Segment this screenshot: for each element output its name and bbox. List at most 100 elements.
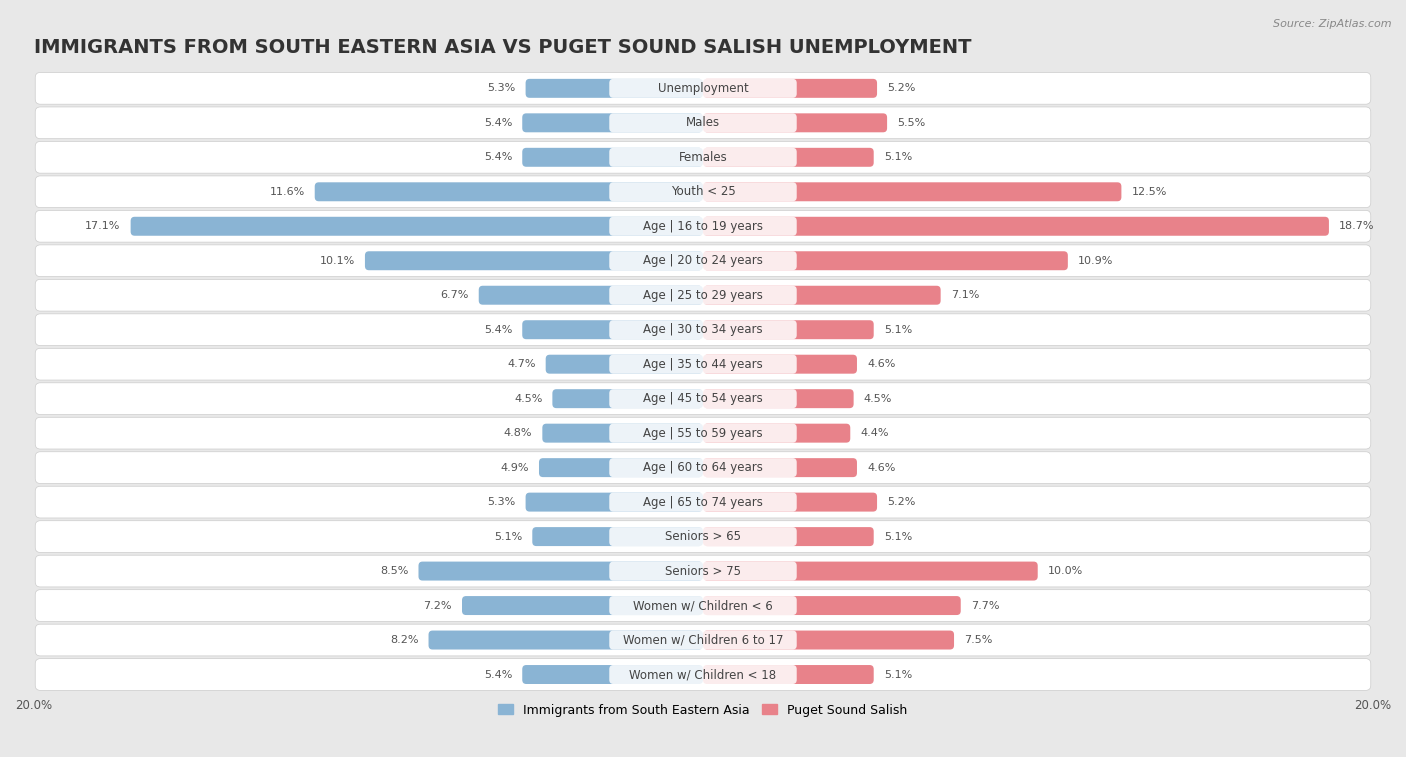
FancyBboxPatch shape [609, 114, 797, 132]
FancyBboxPatch shape [703, 251, 1067, 270]
Text: Age | 25 to 29 years: Age | 25 to 29 years [643, 288, 763, 302]
Text: Age | 65 to 74 years: Age | 65 to 74 years [643, 496, 763, 509]
FancyBboxPatch shape [703, 389, 853, 408]
Text: 4.5%: 4.5% [515, 394, 543, 403]
FancyBboxPatch shape [609, 355, 797, 374]
FancyBboxPatch shape [366, 251, 703, 270]
FancyBboxPatch shape [703, 355, 858, 374]
FancyBboxPatch shape [35, 625, 1371, 656]
Text: 4.9%: 4.9% [501, 463, 529, 472]
FancyBboxPatch shape [703, 631, 955, 650]
FancyBboxPatch shape [703, 217, 1329, 235]
Text: Age | 20 to 24 years: Age | 20 to 24 years [643, 254, 763, 267]
FancyBboxPatch shape [609, 182, 797, 201]
FancyBboxPatch shape [35, 452, 1371, 484]
Text: 10.1%: 10.1% [319, 256, 354, 266]
FancyBboxPatch shape [35, 555, 1371, 587]
FancyBboxPatch shape [609, 458, 797, 477]
FancyBboxPatch shape [703, 79, 877, 98]
Text: 5.5%: 5.5% [897, 118, 925, 128]
Text: Males: Males [686, 117, 720, 129]
Legend: Immigrants from South Eastern Asia, Puget Sound Salish: Immigrants from South Eastern Asia, Puge… [494, 699, 912, 721]
Text: Females: Females [679, 151, 727, 164]
FancyBboxPatch shape [533, 527, 703, 546]
Text: 10.9%: 10.9% [1078, 256, 1114, 266]
FancyBboxPatch shape [609, 562, 797, 581]
FancyBboxPatch shape [419, 562, 703, 581]
Text: Unemployment: Unemployment [658, 82, 748, 95]
Text: Women w/ Children 6 to 17: Women w/ Children 6 to 17 [623, 634, 783, 646]
FancyBboxPatch shape [35, 417, 1371, 449]
FancyBboxPatch shape [35, 348, 1371, 380]
FancyBboxPatch shape [35, 107, 1371, 139]
Text: Age | 55 to 59 years: Age | 55 to 59 years [643, 427, 763, 440]
Text: Age | 35 to 44 years: Age | 35 to 44 years [643, 358, 763, 371]
Text: 5.4%: 5.4% [484, 118, 512, 128]
FancyBboxPatch shape [131, 217, 703, 235]
Text: 4.4%: 4.4% [860, 428, 889, 438]
FancyBboxPatch shape [35, 521, 1371, 553]
FancyBboxPatch shape [35, 279, 1371, 311]
Text: 4.5%: 4.5% [863, 394, 891, 403]
Text: Women w/ Children < 6: Women w/ Children < 6 [633, 599, 773, 612]
FancyBboxPatch shape [609, 217, 797, 235]
Text: 5.1%: 5.1% [494, 531, 522, 541]
Text: IMMIGRANTS FROM SOUTH EASTERN ASIA VS PUGET SOUND SALISH UNEMPLOYMENT: IMMIGRANTS FROM SOUTH EASTERN ASIA VS PU… [34, 38, 972, 57]
FancyBboxPatch shape [609, 148, 797, 167]
Text: Women w/ Children < 18: Women w/ Children < 18 [630, 668, 776, 681]
FancyBboxPatch shape [35, 314, 1371, 345]
FancyBboxPatch shape [35, 210, 1371, 242]
FancyBboxPatch shape [35, 142, 1371, 173]
Text: 10.0%: 10.0% [1047, 566, 1083, 576]
FancyBboxPatch shape [609, 493, 797, 512]
FancyBboxPatch shape [703, 320, 873, 339]
FancyBboxPatch shape [609, 251, 797, 270]
Text: Seniors > 65: Seniors > 65 [665, 530, 741, 543]
Text: 5.1%: 5.1% [884, 531, 912, 541]
Text: 17.1%: 17.1% [86, 221, 121, 232]
Text: Age | 45 to 54 years: Age | 45 to 54 years [643, 392, 763, 405]
Text: 5.1%: 5.1% [884, 152, 912, 162]
Text: Age | 60 to 64 years: Age | 60 to 64 years [643, 461, 763, 474]
FancyBboxPatch shape [522, 665, 703, 684]
FancyBboxPatch shape [609, 424, 797, 443]
FancyBboxPatch shape [609, 665, 797, 684]
Text: 5.4%: 5.4% [484, 325, 512, 335]
Text: 5.1%: 5.1% [884, 325, 912, 335]
Text: 8.2%: 8.2% [389, 635, 419, 645]
FancyBboxPatch shape [609, 285, 797, 305]
FancyBboxPatch shape [609, 596, 797, 615]
Text: 11.6%: 11.6% [270, 187, 305, 197]
FancyBboxPatch shape [546, 355, 703, 374]
FancyBboxPatch shape [526, 493, 703, 512]
FancyBboxPatch shape [35, 176, 1371, 207]
FancyBboxPatch shape [703, 596, 960, 615]
FancyBboxPatch shape [522, 114, 703, 132]
Text: 5.3%: 5.3% [488, 497, 516, 507]
Text: 6.7%: 6.7% [440, 290, 468, 301]
Text: 5.1%: 5.1% [884, 669, 912, 680]
FancyBboxPatch shape [35, 245, 1371, 276]
Text: 7.1%: 7.1% [950, 290, 979, 301]
Text: 4.8%: 4.8% [503, 428, 533, 438]
FancyBboxPatch shape [609, 631, 797, 650]
Text: 5.2%: 5.2% [887, 83, 915, 93]
FancyBboxPatch shape [315, 182, 703, 201]
FancyBboxPatch shape [35, 486, 1371, 518]
FancyBboxPatch shape [703, 562, 1038, 581]
FancyBboxPatch shape [553, 389, 703, 408]
Text: Age | 16 to 19 years: Age | 16 to 19 years [643, 220, 763, 232]
FancyBboxPatch shape [522, 148, 703, 167]
FancyBboxPatch shape [703, 182, 1122, 201]
FancyBboxPatch shape [35, 73, 1371, 104]
FancyBboxPatch shape [35, 590, 1371, 621]
FancyBboxPatch shape [609, 320, 797, 339]
FancyBboxPatch shape [703, 424, 851, 443]
FancyBboxPatch shape [478, 285, 703, 305]
FancyBboxPatch shape [538, 458, 703, 477]
Text: 12.5%: 12.5% [1132, 187, 1167, 197]
Text: 5.4%: 5.4% [484, 152, 512, 162]
Text: 7.7%: 7.7% [970, 600, 1000, 611]
FancyBboxPatch shape [429, 631, 703, 650]
FancyBboxPatch shape [522, 320, 703, 339]
